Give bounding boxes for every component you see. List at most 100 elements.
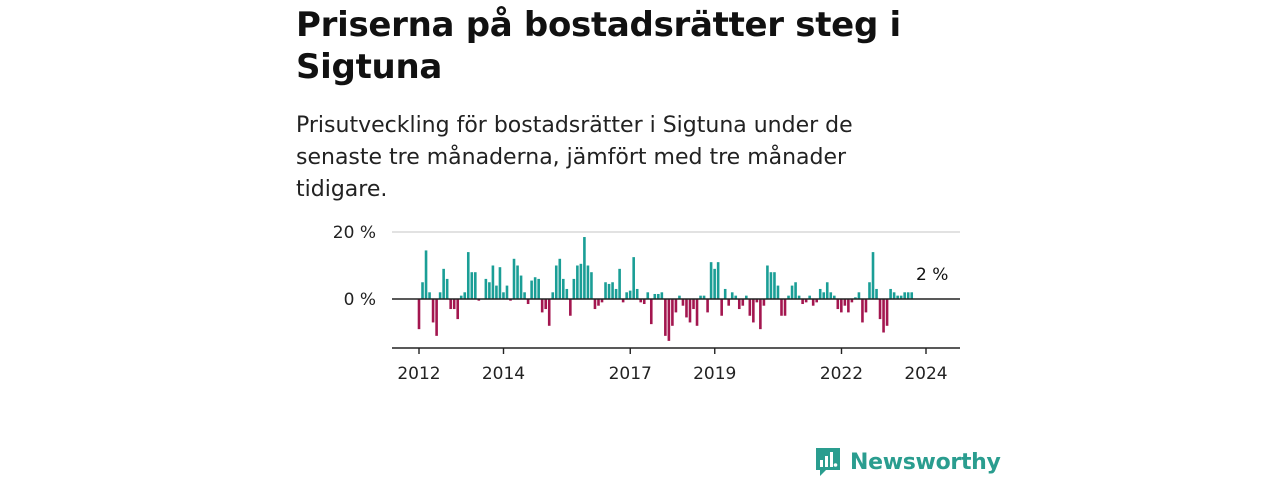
bar — [808, 295, 811, 299]
bar — [815, 299, 818, 303]
bar — [822, 292, 826, 299]
bar — [657, 293, 660, 299]
bar — [681, 299, 685, 306]
bar — [544, 299, 547, 310]
bar — [773, 272, 776, 299]
bar — [702, 295, 706, 299]
bar — [632, 257, 635, 300]
bar — [899, 295, 903, 299]
y-tick-label: 20 % — [333, 223, 376, 243]
x-tick-label: 2022 — [820, 364, 863, 384]
axis-layer: 20 % 0 % 2012 2014 2017 2019 2022 2024 — [333, 223, 960, 384]
bar — [797, 295, 801, 299]
bar — [533, 277, 537, 299]
bar — [590, 272, 593, 299]
bar — [871, 252, 875, 299]
bar — [554, 265, 558, 299]
bar — [523, 292, 526, 299]
bar — [537, 278, 540, 299]
bar-chart: 20 % 0 % 2012 2014 2017 2019 2022 2024 2 % — [333, 223, 960, 384]
bar — [417, 299, 421, 330]
bar — [459, 295, 463, 299]
bar — [766, 265, 769, 299]
bar — [639, 299, 643, 303]
bar — [730, 292, 734, 299]
bar — [611, 282, 614, 299]
bar — [829, 292, 833, 299]
bar — [741, 299, 745, 306]
bar — [547, 299, 551, 326]
x-tick-label: 2019 — [693, 364, 736, 384]
bar — [635, 288, 639, 299]
bar — [843, 299, 847, 306]
bar — [614, 288, 618, 299]
bar — [526, 299, 530, 305]
bar — [723, 288, 727, 299]
bar — [625, 292, 628, 299]
bar — [438, 292, 442, 299]
bar — [720, 299, 723, 316]
bar — [445, 278, 449, 299]
bar — [671, 299, 674, 326]
bar — [692, 299, 695, 310]
bar — [892, 292, 896, 299]
bar — [621, 299, 625, 303]
bar — [484, 278, 488, 299]
bar — [688, 299, 692, 323]
bar — [576, 265, 579, 299]
bar — [519, 275, 523, 299]
bar — [488, 282, 491, 299]
bar — [737, 299, 741, 310]
bar — [463, 292, 467, 299]
bar — [861, 299, 864, 323]
bar — [530, 280, 533, 299]
chart-title: Priserna på bostadsrätter steg i Sigtuna — [296, 5, 901, 87]
x-tick-label: 2012 — [397, 364, 440, 384]
bar — [421, 282, 424, 299]
bar — [456, 299, 460, 320]
bar — [762, 299, 766, 306]
bar — [878, 299, 882, 320]
bar — [583, 237, 586, 299]
bar — [642, 299, 646, 305]
y-tick-label: 0 % — [344, 290, 376, 310]
bar — [505, 285, 509, 299]
last-value-label: 2 % — [916, 265, 948, 285]
bar — [495, 285, 498, 299]
bar — [748, 299, 752, 316]
bar — [449, 299, 452, 310]
bar — [847, 299, 850, 313]
bar — [678, 295, 681, 299]
bar — [452, 299, 456, 310]
x-tick-label: 2017 — [609, 364, 652, 384]
bar — [882, 299, 885, 333]
bar — [903, 292, 906, 299]
bar — [713, 268, 716, 299]
bar — [558, 258, 562, 299]
bar — [667, 299, 671, 341]
bar — [540, 299, 544, 313]
bar — [431, 299, 435, 323]
bar — [850, 299, 854, 303]
bar — [836, 299, 840, 310]
bars-layer — [417, 237, 914, 341]
bar — [755, 299, 759, 303]
bar — [600, 299, 604, 303]
bar — [512, 258, 516, 299]
bar — [660, 292, 664, 299]
bar — [706, 299, 709, 313]
bar — [752, 299, 755, 323]
bar — [716, 262, 720, 299]
bar — [695, 299, 699, 326]
bar — [727, 299, 731, 306]
bar — [572, 278, 576, 299]
bar — [854, 297, 857, 299]
bar — [776, 285, 780, 299]
bar — [498, 267, 502, 299]
bar — [896, 295, 899, 299]
bar — [569, 299, 572, 316]
bar — [875, 288, 878, 299]
bar — [604, 282, 607, 299]
bar — [825, 282, 829, 299]
bar — [801, 299, 804, 305]
